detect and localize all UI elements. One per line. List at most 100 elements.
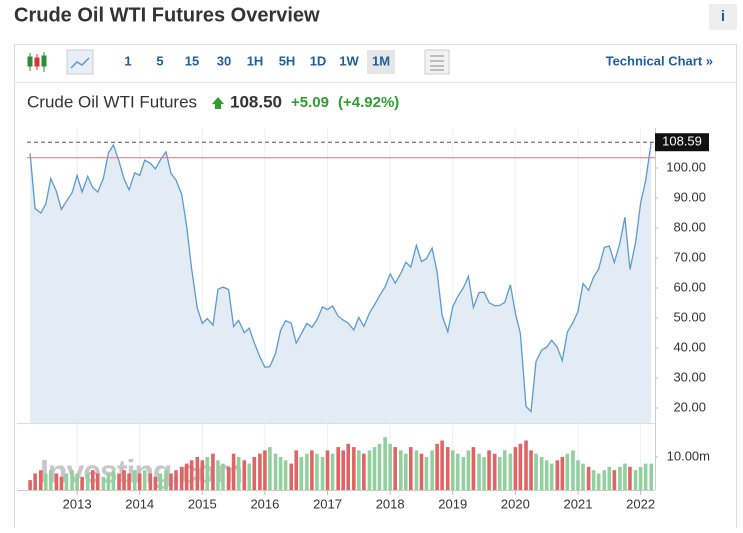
interval-button[interactable]: 1M [372,53,390,68]
volume-bar [242,460,247,490]
volume-bar [377,443,382,490]
volume-bar [539,457,544,490]
volume-bar [85,473,90,490]
volume-bar [398,450,403,490]
volume-bar [357,450,361,490]
volume-bar [320,457,325,490]
volume-bar [273,453,278,490]
volume-bar [330,453,335,490]
volume-bar [455,453,460,490]
volume-bar [628,466,632,490]
volume-bar [200,460,205,490]
volume-bar [404,453,408,490]
volume-bar [466,450,471,490]
volume-bar [305,453,309,490]
page-title: Crude Oil WTI Futures Overview [14,4,320,26]
volume-bar [28,480,32,490]
volume-bar [299,457,304,490]
interval-button[interactable]: 1D [310,53,327,68]
technical-chart-link[interactable]: Technical Chart » [606,53,713,68]
interval-button[interactable]: 1H [247,53,264,68]
x-tick-label: 2018 [376,496,405,511]
volume-bar [127,473,131,490]
volume-bar [33,473,37,490]
volume-bar [263,450,267,490]
instrument-name: Crude Oil WTI Futures [27,92,197,111]
volume-bar [221,463,225,490]
volume-bar [549,463,554,490]
volume-bar [54,473,59,490]
volume-bar [623,463,627,490]
volume-bar [482,457,486,490]
volume-bar [461,457,466,490]
volume-bar [174,470,178,490]
y-tick-label: 40.00 [673,339,706,354]
interval-button[interactable]: 5 [156,53,163,68]
volume-bar [164,470,168,490]
y-tick-label: 100.00 [666,159,706,174]
volume-bar [440,440,444,490]
volume-bar [618,466,622,490]
volume-bar [278,457,283,490]
y-tick-label: 70.00 [673,249,706,264]
volume-bar [80,476,84,490]
volume-bar [95,473,100,490]
x-tick-label: 2020 [501,496,530,511]
x-tick-label: 2016 [250,496,279,511]
volume-bar [148,473,153,490]
volume-bar [450,450,455,490]
volume-bar [581,463,585,490]
volume-bar [258,453,262,490]
area-chart-glyph [70,57,90,69]
volume-bar [158,473,163,490]
volume-bar [336,447,340,490]
volume-bar [64,473,69,490]
area-chart-icon[interactable] [66,49,94,75]
volume-bar [184,463,189,490]
volume-bar [195,457,200,490]
interval-button[interactable]: 15 [185,53,199,68]
volume-bar [315,453,319,490]
volume-bar [591,470,596,490]
volume-bar [325,450,330,490]
volume-bar [477,453,481,490]
volume-bar [211,453,215,490]
up-arrow [212,97,224,109]
volume-bar [294,450,299,490]
interval-button[interactable]: 30 [217,53,231,68]
volume-bar [430,450,434,490]
volume-bar [414,450,419,490]
volume-bar [508,453,513,490]
volume-bar [487,450,491,490]
volume-bar [576,460,580,490]
interval-button[interactable]: 5H [279,53,296,68]
volume-bar [169,473,173,490]
y-tick-label: 90.00 [673,189,706,204]
volume-bar [48,470,53,490]
y-tick-label: 80.00 [673,219,706,234]
volume-bar [565,453,570,490]
volume-bar [137,473,142,490]
x-tick-label: 2021 [564,496,593,511]
interval-button[interactable]: 1W [339,53,359,68]
x-tick-label: 2013 [63,496,92,511]
last-price: 108.50 [230,92,282,111]
volume-bar [633,470,638,490]
candlestick-icon[interactable] [27,52,47,72]
volume-bar [236,457,241,490]
volume-bar [393,447,397,490]
volume-bar [383,437,387,490]
volume-bar [247,463,252,490]
volume-tick-label: 10.00m [667,448,710,463]
volume-bar [424,457,429,490]
info-icon[interactable]: i [721,8,725,25]
volume-bar [435,443,439,490]
volume-bar [445,447,450,490]
volume-bar [346,443,351,490]
volume-bar [518,443,523,490]
interval-button[interactable]: 1 [124,53,131,68]
info-button[interactable] [709,4,737,30]
volume-bar [607,466,612,490]
volume-bar [571,450,575,490]
